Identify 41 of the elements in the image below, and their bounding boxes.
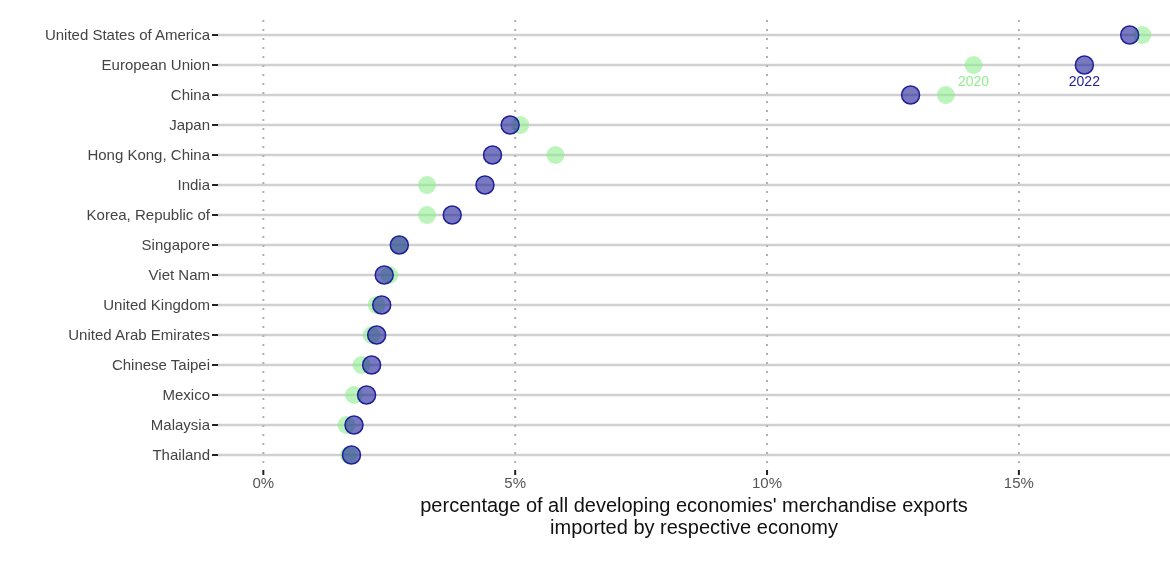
x-tick-label: 10%	[752, 473, 783, 491]
point	[371, 295, 392, 315]
y-tick-label: United States of America	[44, 26, 211, 44]
point	[1119, 25, 1140, 45]
point	[482, 145, 503, 165]
y-tick-label: European Union	[101, 56, 210, 74]
y-tick-label: Singapore	[141, 236, 210, 254]
y-tick-label: Mexico	[162, 386, 210, 404]
x-tick-label: 0%	[252, 473, 275, 491]
point	[936, 86, 955, 104]
y-tick-label: India	[177, 176, 211, 194]
point	[418, 206, 437, 224]
point	[366, 325, 387, 345]
point	[964, 56, 983, 74]
x-axis-title: percentage of all developing economies' merchandise exports imported by respective economy	[419, 494, 969, 538]
x-tick-label: 5%	[504, 473, 527, 491]
point	[546, 146, 565, 164]
y-tick-label: Japan	[169, 116, 210, 134]
y-tick-label: Viet Nam	[148, 266, 210, 284]
y-tick-label: Korea, Republic of	[86, 206, 211, 224]
y-tick-label: Malaysia	[150, 416, 211, 434]
y-tick-label: Hong Kong, China	[87, 146, 211, 164]
point	[1074, 55, 1095, 75]
point	[356, 385, 377, 405]
point	[442, 205, 462, 225]
point	[418, 176, 437, 194]
point	[341, 445, 362, 465]
point	[500, 115, 520, 135]
point	[900, 85, 921, 105]
point	[374, 265, 394, 285]
y-tick-label: Thailand	[152, 446, 210, 464]
y-tick-label: United Kingdom	[103, 296, 210, 314]
y-tick-label: Chinese Taipei	[111, 356, 210, 374]
point	[344, 415, 364, 435]
y-tick-label: China	[170, 86, 211, 104]
x-tick-label: 15%	[1003, 473, 1034, 491]
y-tick-label: United Arab Emirates	[68, 326, 210, 344]
series-label: 2022	[1068, 73, 1101, 89]
series-label: 2020	[957, 73, 990, 89]
point	[475, 175, 495, 195]
point	[361, 355, 382, 375]
